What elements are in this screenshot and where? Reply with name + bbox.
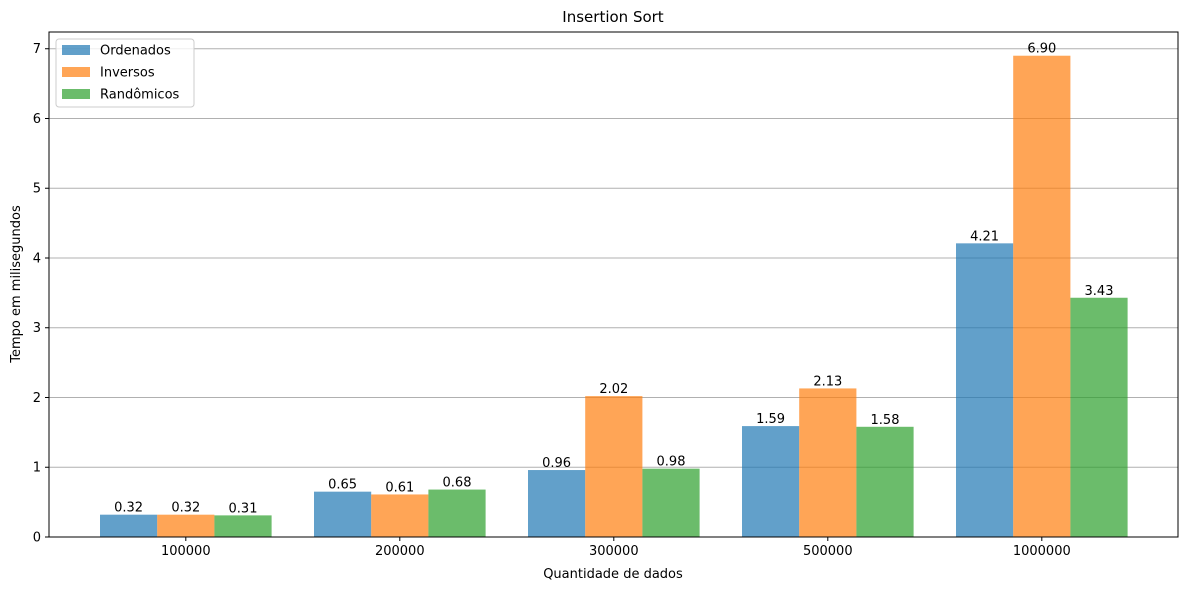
- x-tick-label: 500000: [803, 544, 853, 559]
- bar-value-label: 2.02: [599, 382, 628, 397]
- bar-ordenados-500000: [742, 426, 800, 537]
- x-tick-label: 200000: [375, 544, 425, 559]
- bar-value-label: 2.13: [813, 374, 842, 389]
- x-axis-ticks: 100000 200000 300000 500000 1000000: [161, 537, 1071, 559]
- y-tick-label: 3: [33, 321, 41, 336]
- bar-inversos-300000: [585, 396, 643, 537]
- y-tick-label: 1: [33, 461, 41, 476]
- bar-value-label: 0.32: [114, 501, 143, 516]
- bar-value-label: 4.21: [970, 229, 999, 244]
- bar-value-label: 3.43: [1085, 284, 1114, 299]
- y-tick-label: 0: [33, 531, 41, 546]
- bar-ordenados-200000: [314, 491, 372, 537]
- bar-randômicos-300000: [642, 468, 700, 537]
- bars: [100, 55, 1128, 538]
- bar-value-label: 0.32: [171, 501, 200, 516]
- y-tick-label: 6: [33, 112, 41, 127]
- y-tick-label: 4: [33, 251, 41, 266]
- grid-lines: [49, 48, 1178, 468]
- bar-inversos-200000: [371, 494, 429, 537]
- y-tick-label: 7: [33, 42, 41, 57]
- legend-swatch-inversos: [62, 67, 90, 77]
- legend-label: Inversos: [100, 66, 155, 81]
- x-tick-label: 1000000: [1013, 544, 1071, 559]
- chart-title: Insertion Sort: [562, 8, 664, 26]
- bar-randômicos-100000: [214, 515, 272, 537]
- bar-randômicos-200000: [428, 489, 486, 537]
- bar-inversos-500000: [799, 388, 857, 537]
- legend-frame: [55, 38, 195, 108]
- bar-value-label: 6.90: [1027, 42, 1056, 57]
- bar-ordenados-1000000: [956, 243, 1014, 537]
- legend: Ordenados Inversos Randômicos: [55, 38, 195, 108]
- bar-ordenados-300000: [528, 470, 586, 537]
- y-axis-label: Tempo em milisegundos: [9, 205, 24, 364]
- bar-value-label: 0.68: [443, 476, 472, 491]
- bar-inversos-1000000: [1013, 55, 1071, 538]
- x-tick-label: 300000: [589, 544, 639, 559]
- legend-label: Randômicos: [100, 88, 180, 103]
- bar-value-label: 1.59: [756, 412, 785, 427]
- bar-value-label: 0.98: [657, 455, 686, 470]
- x-axis-label: Quantidade de dados: [543, 567, 683, 582]
- y-tick-label: 5: [33, 182, 41, 197]
- bar-value-label: 0.65: [328, 478, 357, 493]
- legend-label: Ordenados: [100, 44, 171, 59]
- bar-value-label: 1.58: [871, 413, 900, 428]
- bar-value-label: 0.96: [542, 456, 571, 471]
- y-tick-label: 2: [33, 391, 41, 406]
- bar-randômicos-1000000: [1070, 297, 1128, 537]
- y-axis-ticks: 0 1 2 3 4 5 6 7: [33, 42, 49, 546]
- x-tick-label: 100000: [161, 544, 211, 559]
- legend-swatch-ordenados: [62, 45, 90, 55]
- data-labels: 0.32 0.65 0.96 1.59 4.21 0.32 0.61 2.02 2.13 6.90…: [114, 42, 1113, 517]
- bar-inversos-100000: [157, 514, 215, 537]
- bar-randômicos-500000: [856, 426, 914, 537]
- bar-ordenados-100000: [100, 514, 158, 537]
- bar-value-label: 0.31: [229, 501, 258, 516]
- legend-swatch-randômicos: [62, 89, 90, 99]
- bar-value-label: 0.61: [385, 480, 414, 495]
